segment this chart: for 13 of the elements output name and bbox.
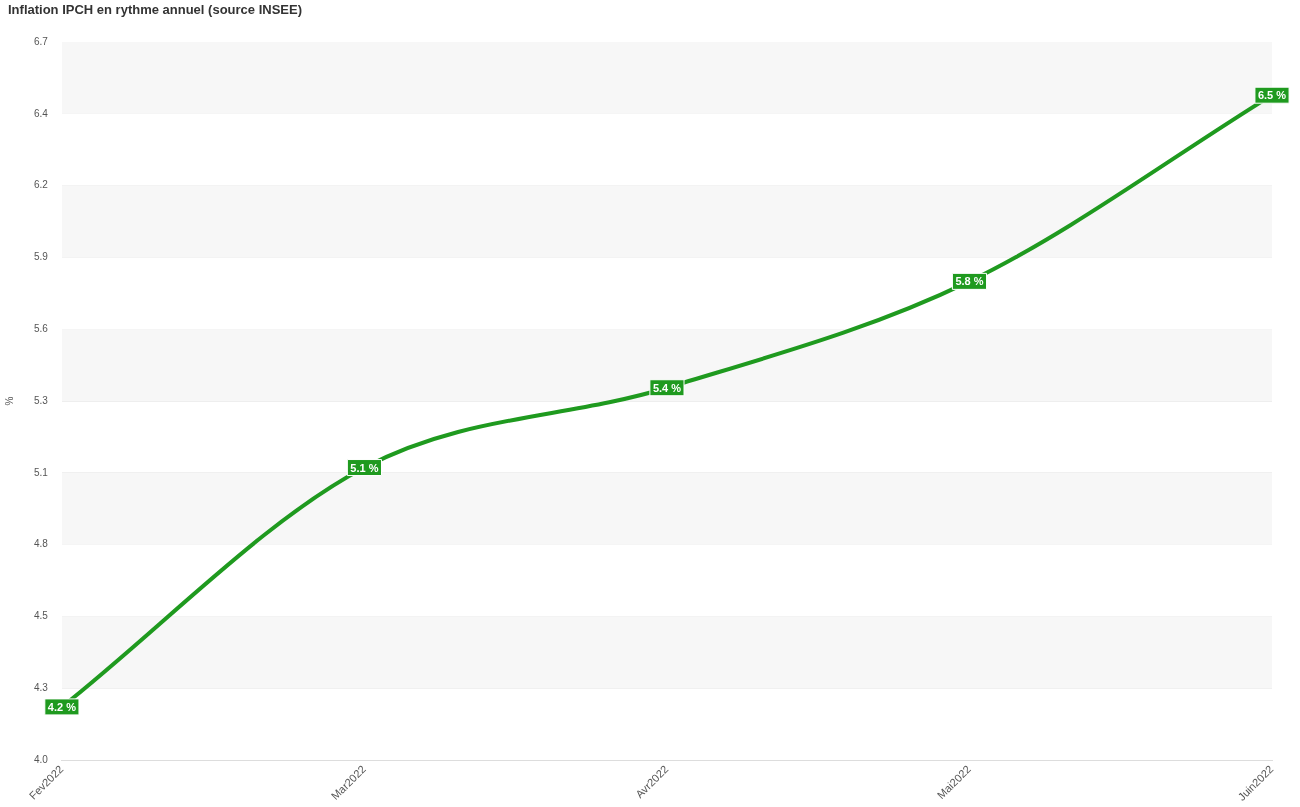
y-tick-label: 6.4: [34, 107, 49, 119]
y-tick-label: 4.3: [34, 682, 49, 694]
y-tick-label: 4.8: [34, 538, 49, 550]
y-tick-label: 6.7: [34, 35, 49, 47]
y-tick-label: 6.2: [34, 179, 49, 191]
y-tick-label: 4.5: [34, 610, 49, 622]
y-tick-label: 5.3: [34, 394, 49, 406]
y-tick-label: 5.6: [34, 322, 49, 334]
y-tick-label: 5.1: [34, 466, 49, 478]
y-tick-label: 4.0: [34, 753, 49, 765]
y-axis-title: %: [3, 396, 15, 406]
chart-title: Inflation IPCH en rythme annuel (source INSEE): [8, 2, 302, 17]
y-tick-label: 5.9: [34, 251, 49, 263]
